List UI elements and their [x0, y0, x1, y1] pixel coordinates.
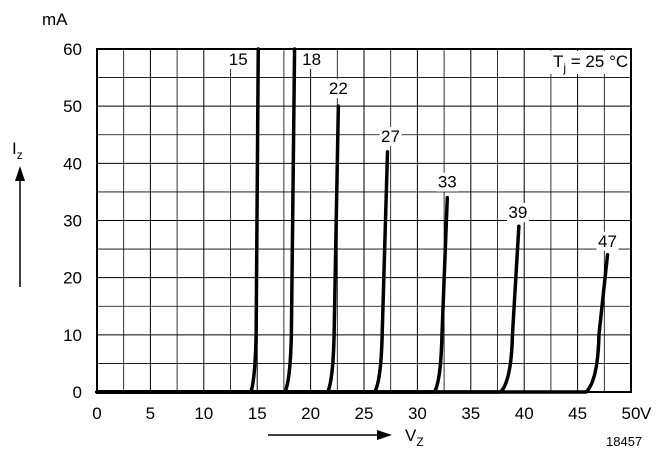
x-tick-label: 50 — [622, 404, 641, 423]
y-tick-label: 10 — [63, 326, 82, 345]
y-tick-label: 60 — [63, 40, 82, 59]
curve-label-22: 22 — [329, 79, 348, 98]
curve-label-background — [300, 50, 323, 69]
curve-label-39: 39 — [508, 203, 527, 222]
y-tick-label: 0 — [73, 383, 82, 402]
x-axis-label: VZ — [405, 426, 424, 449]
figure-id: 18457 — [606, 434, 642, 449]
y-tick-label: 50 — [63, 97, 82, 116]
x-tick-label: 15 — [248, 404, 267, 423]
annotation-background — [549, 51, 629, 74]
x-axis-arrowhead — [377, 430, 392, 440]
x-tick-label: 10 — [194, 404, 213, 423]
y-tick-label: 30 — [63, 212, 82, 231]
x-tick-label: 35 — [461, 404, 480, 423]
curve-label-33: 33 — [438, 173, 457, 192]
x-tick-labels: 0 5 10 15 20 25 30 35 40 45 50 — [92, 404, 640, 423]
curve-label-background — [596, 231, 619, 251]
x-unit-label: V — [640, 404, 652, 423]
curve-label-background — [379, 126, 402, 146]
curve-label-background — [436, 172, 459, 192]
x-tick-label: 30 — [408, 404, 427, 423]
y-unit-label: mA — [42, 10, 68, 29]
curve-label-18: 18 — [302, 50, 321, 69]
x-tick-label: 20 — [301, 404, 320, 423]
y-tick-label: 20 — [63, 269, 82, 288]
curve-47 — [95, 253, 610, 394]
y-tick-labels: 0 10 20 30 40 50 60 — [63, 40, 82, 402]
svg-text:Tj = 25 °C: Tj = 25 °C — [553, 52, 628, 75]
curve-labels: 15 18 22 27 33 39 47 — [227, 50, 619, 251]
curve-39 — [95, 224, 521, 394]
y-axis-label: Iz — [12, 139, 23, 162]
x-tick-label: 0 — [92, 404, 101, 423]
x-tick-label: 40 — [515, 404, 534, 423]
curve-label-27: 27 — [381, 127, 400, 146]
curve-label-background — [327, 79, 350, 99]
curve-label-15: 15 — [229, 50, 248, 69]
x-tick-label: 25 — [355, 404, 374, 423]
y-axis-arrowhead — [15, 166, 25, 181]
y-tick-label: 40 — [63, 154, 82, 173]
curve-33 — [95, 195, 450, 394]
zener-curves — [95, 47, 610, 394]
x-tick-label: 45 — [568, 404, 587, 423]
curve-label-47: 47 — [598, 232, 617, 251]
curve-label-background — [227, 50, 250, 69]
curve-27 — [95, 150, 390, 394]
curve-label-background — [506, 203, 529, 223]
temperature-annotation: Tj = 25 °C — [549, 51, 629, 75]
x-tick-label: 5 — [146, 404, 155, 423]
